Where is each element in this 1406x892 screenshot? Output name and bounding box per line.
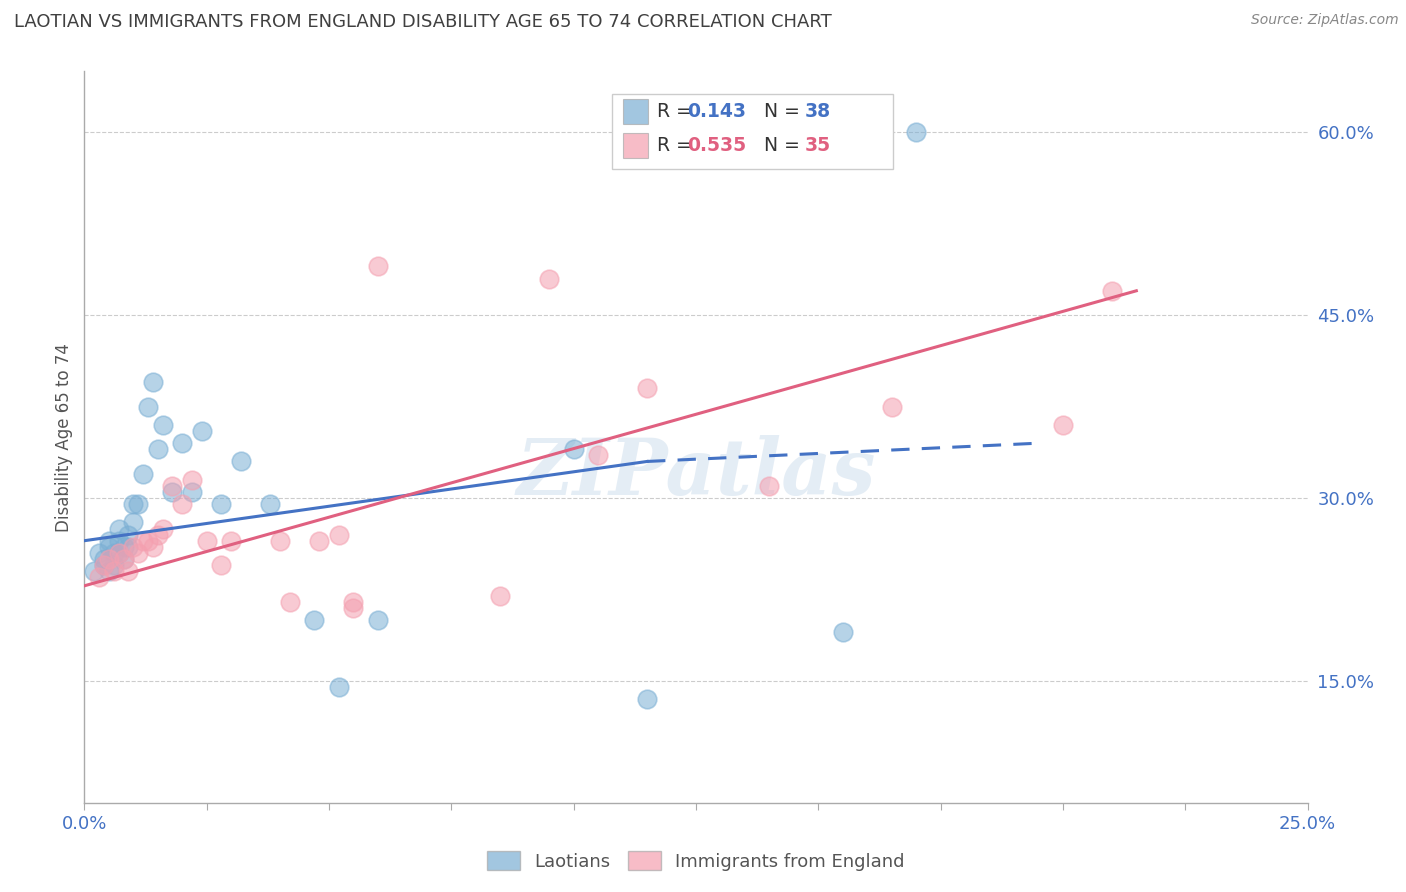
Text: 0.535: 0.535 bbox=[688, 136, 747, 155]
Point bbox=[172, 436, 194, 450]
Point bbox=[127, 497, 149, 511]
Point bbox=[122, 497, 145, 511]
Point bbox=[132, 467, 155, 481]
Text: N =: N = bbox=[752, 102, 806, 121]
Point bbox=[117, 540, 139, 554]
Point bbox=[117, 564, 139, 578]
Point bbox=[905, 125, 928, 139]
Point bbox=[191, 424, 214, 438]
Text: ZIPatlas: ZIPatlas bbox=[516, 435, 876, 512]
Point bbox=[97, 564, 120, 578]
Point bbox=[162, 479, 184, 493]
Point bbox=[87, 570, 110, 584]
Point bbox=[127, 546, 149, 560]
Point bbox=[308, 533, 330, 548]
Point bbox=[97, 540, 120, 554]
Point bbox=[152, 417, 174, 432]
Point bbox=[97, 533, 120, 548]
Point bbox=[758, 479, 780, 493]
Point bbox=[328, 680, 350, 694]
Point bbox=[304, 613, 326, 627]
Point bbox=[342, 594, 364, 608]
Point bbox=[1052, 417, 1074, 432]
Point bbox=[181, 473, 204, 487]
Point bbox=[93, 552, 115, 566]
Point bbox=[146, 527, 169, 541]
Point bbox=[195, 533, 218, 548]
Point bbox=[489, 589, 512, 603]
Text: N =: N = bbox=[752, 136, 806, 155]
Point bbox=[219, 533, 242, 548]
Point bbox=[107, 521, 129, 535]
Point bbox=[586, 448, 609, 462]
Point bbox=[636, 692, 658, 706]
Point bbox=[97, 552, 120, 566]
Point bbox=[142, 375, 165, 389]
Point bbox=[562, 442, 585, 457]
Point bbox=[880, 400, 903, 414]
Text: Source: ZipAtlas.com: Source: ZipAtlas.com bbox=[1251, 13, 1399, 28]
Point bbox=[146, 442, 169, 457]
Point bbox=[122, 540, 145, 554]
Point bbox=[132, 533, 155, 548]
Point bbox=[112, 552, 135, 566]
Point bbox=[107, 546, 129, 560]
Legend: Laotians, Immigrants from England: Laotians, Immigrants from England bbox=[479, 844, 912, 878]
Text: 38: 38 bbox=[804, 102, 831, 121]
Point bbox=[209, 497, 232, 511]
Point bbox=[342, 600, 364, 615]
Point bbox=[1101, 284, 1123, 298]
Point bbox=[103, 546, 125, 560]
Point bbox=[636, 381, 658, 395]
Text: R =: R = bbox=[657, 136, 697, 155]
Point bbox=[103, 558, 125, 573]
Point bbox=[172, 497, 194, 511]
Y-axis label: Disability Age 65 to 74: Disability Age 65 to 74 bbox=[55, 343, 73, 532]
Point bbox=[269, 533, 291, 548]
Point bbox=[831, 625, 853, 640]
Point bbox=[136, 400, 159, 414]
Text: LAOTIAN VS IMMIGRANTS FROM ENGLAND DISABILITY AGE 65 TO 74 CORRELATION CHART: LAOTIAN VS IMMIGRANTS FROM ENGLAND DISAB… bbox=[14, 13, 832, 31]
Point bbox=[107, 533, 129, 548]
Point bbox=[162, 485, 184, 500]
Point bbox=[117, 527, 139, 541]
Point bbox=[229, 454, 252, 468]
Point bbox=[367, 613, 389, 627]
Point bbox=[328, 527, 350, 541]
Point bbox=[538, 271, 561, 285]
Point bbox=[93, 558, 115, 573]
Point bbox=[112, 540, 135, 554]
Point bbox=[209, 558, 232, 573]
Point bbox=[152, 521, 174, 535]
Point bbox=[367, 260, 389, 274]
Point bbox=[107, 546, 129, 560]
Point bbox=[259, 497, 281, 511]
Text: 35: 35 bbox=[804, 136, 831, 155]
Point bbox=[142, 540, 165, 554]
Text: R =: R = bbox=[657, 102, 697, 121]
Point bbox=[93, 558, 115, 573]
Point bbox=[136, 533, 159, 548]
Point bbox=[122, 516, 145, 530]
Point bbox=[278, 594, 301, 608]
Point bbox=[112, 552, 135, 566]
Point bbox=[87, 546, 110, 560]
Point bbox=[83, 564, 105, 578]
Point bbox=[181, 485, 204, 500]
Text: 0.143: 0.143 bbox=[688, 102, 747, 121]
Point bbox=[103, 564, 125, 578]
